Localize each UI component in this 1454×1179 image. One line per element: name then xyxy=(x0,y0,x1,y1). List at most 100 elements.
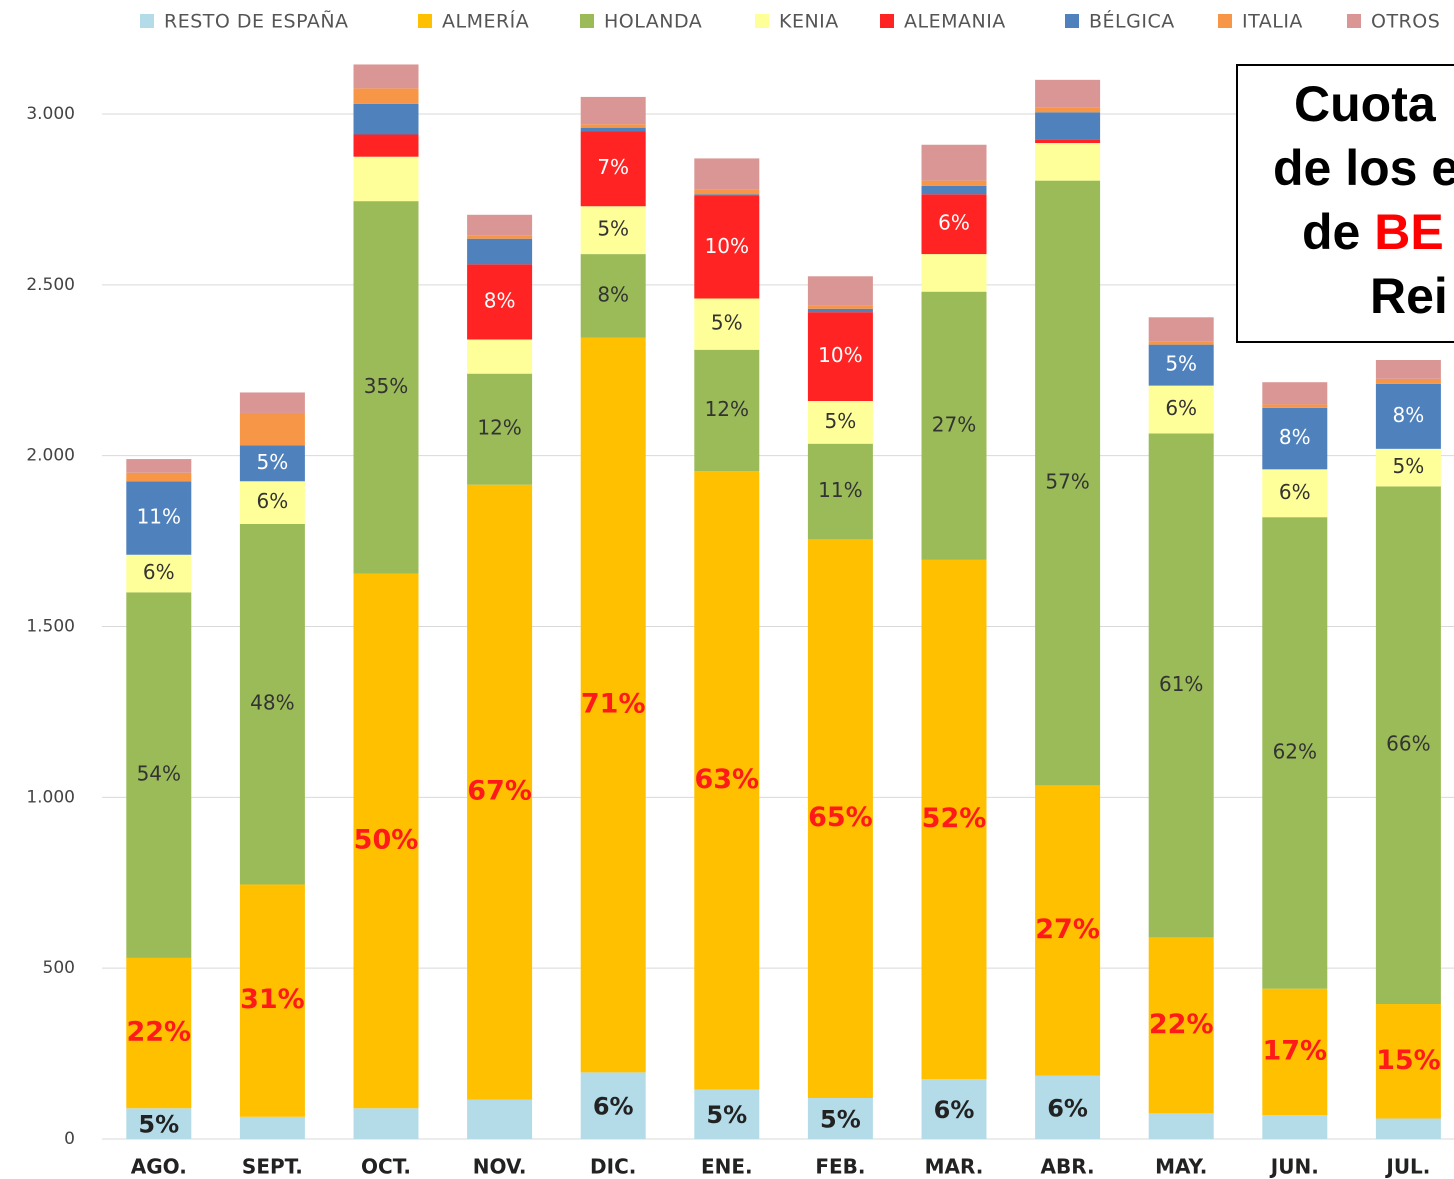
x-tick-label: FEB. xyxy=(815,1155,865,1179)
percent-label: 10% xyxy=(818,343,862,367)
bar-segment xyxy=(580,124,646,128)
bar-segment xyxy=(1262,517,1328,989)
bar-segment xyxy=(1035,180,1101,786)
percent-label: 12% xyxy=(705,397,749,421)
legend-swatch xyxy=(1065,14,1079,28)
bar-segment xyxy=(807,443,873,540)
bar-segment xyxy=(1035,79,1101,108)
bar-segment xyxy=(1035,143,1101,181)
bar-segment xyxy=(126,459,192,473)
legend-swatch xyxy=(580,14,594,28)
percent-label: 54% xyxy=(137,762,181,786)
legend-swatch xyxy=(140,14,154,28)
percent-label: 8% xyxy=(597,282,629,306)
bar-segment xyxy=(467,214,533,236)
bar-segment xyxy=(239,392,305,413)
bar-segment xyxy=(467,339,533,374)
bar-segment xyxy=(694,349,760,472)
annotation-part: BE xyxy=(1374,204,1443,260)
bar-segment xyxy=(694,298,760,350)
percent-label: 7% xyxy=(597,155,629,179)
bar-segment xyxy=(921,254,987,292)
annotation-part: de los e xyxy=(1273,140,1454,196)
x-tick-label: NOV. xyxy=(473,1155,527,1179)
legend-label: ALEMANIA xyxy=(904,11,1006,33)
percent-label: 35% xyxy=(364,374,408,398)
legend-label: HOLANDA xyxy=(604,11,702,33)
bar-segment xyxy=(1148,937,1214,1114)
bar-segment xyxy=(126,472,192,482)
bar-segment xyxy=(1262,469,1328,518)
y-tick-label: 3.000 xyxy=(26,104,75,124)
legend-label: RESTO DE ESPAÑA xyxy=(164,10,349,33)
annotation-part: Rei xyxy=(1370,268,1448,324)
percent-label: 65% xyxy=(808,802,873,833)
percent-label: 11% xyxy=(818,478,862,502)
y-tick-label: 2.000 xyxy=(26,446,75,466)
annotation-box xyxy=(1236,64,1454,343)
percent-label: 5% xyxy=(1165,352,1197,376)
bar-segment xyxy=(1035,1075,1101,1139)
annotation-part: de xyxy=(1302,204,1374,260)
legend-label: BÉLGICA xyxy=(1089,10,1175,33)
bar-segment xyxy=(353,156,419,202)
bar-segment xyxy=(921,185,987,195)
bar-segment xyxy=(239,481,305,524)
bar-segment xyxy=(467,373,533,485)
bar-segment xyxy=(580,131,646,207)
percent-label: 5% xyxy=(711,311,743,335)
bar-segment xyxy=(1148,344,1214,386)
x-tick-label: ENE. xyxy=(701,1155,753,1179)
bar-segment xyxy=(807,539,873,1098)
bar-segment xyxy=(239,445,305,482)
percent-label: 27% xyxy=(932,412,976,436)
percent-label: 6% xyxy=(1165,396,1197,420)
legend-swatch xyxy=(418,14,432,28)
percent-label: 57% xyxy=(1045,470,1089,494)
bar-segment xyxy=(1148,341,1214,345)
bar-segment xyxy=(353,64,419,89)
percent-label: 5% xyxy=(1393,454,1425,478)
percent-label: 5% xyxy=(825,409,857,433)
annotation-line: Cuota xyxy=(1294,76,1437,132)
percent-label: 48% xyxy=(250,691,294,715)
bar-segment xyxy=(1375,360,1441,379)
percent-label: 12% xyxy=(477,416,521,440)
bar-segment xyxy=(1375,1004,1441,1119)
bar-segment xyxy=(1262,988,1328,1116)
y-tick-label: 500 xyxy=(43,958,75,978)
percent-label: 5% xyxy=(820,1106,861,1134)
x-tick-label: MAY. xyxy=(1155,1155,1207,1179)
percent-label: 15% xyxy=(1376,1045,1441,1076)
bar-segment xyxy=(126,481,192,555)
percent-label: 8% xyxy=(1279,425,1311,449)
bar-segment xyxy=(694,158,760,190)
x-tick-label: DIC. xyxy=(590,1155,636,1179)
bar-segment xyxy=(807,401,873,444)
bar-segment xyxy=(807,312,873,401)
x-tick-label: JUL. xyxy=(1384,1155,1430,1179)
bar-segment xyxy=(467,484,533,1100)
x-tick-label: AGO. xyxy=(131,1155,187,1179)
percent-label: 50% xyxy=(354,824,419,855)
bar-segment xyxy=(921,559,987,1080)
bar-segment xyxy=(1148,433,1214,938)
bar-segment xyxy=(921,180,987,186)
percent-label: 5% xyxy=(138,1111,179,1139)
percent-label: 6% xyxy=(257,489,289,513)
bar-segment xyxy=(807,1098,873,1139)
percent-label: 62% xyxy=(1273,739,1317,763)
bar-segment xyxy=(1035,112,1101,140)
percent-label: 71% xyxy=(581,689,646,720)
annotation-line: de BE xyxy=(1302,204,1444,260)
percent-label: 22% xyxy=(1149,1009,1214,1040)
bar-segment xyxy=(1375,378,1441,384)
bar-segment xyxy=(807,276,873,306)
bar-segment xyxy=(1375,1118,1441,1139)
bar-segment xyxy=(580,206,646,255)
legend-swatch xyxy=(755,14,769,28)
percent-label: 17% xyxy=(1262,1035,1327,1066)
percent-label: 6% xyxy=(1279,480,1311,504)
bar-segment xyxy=(353,201,419,574)
